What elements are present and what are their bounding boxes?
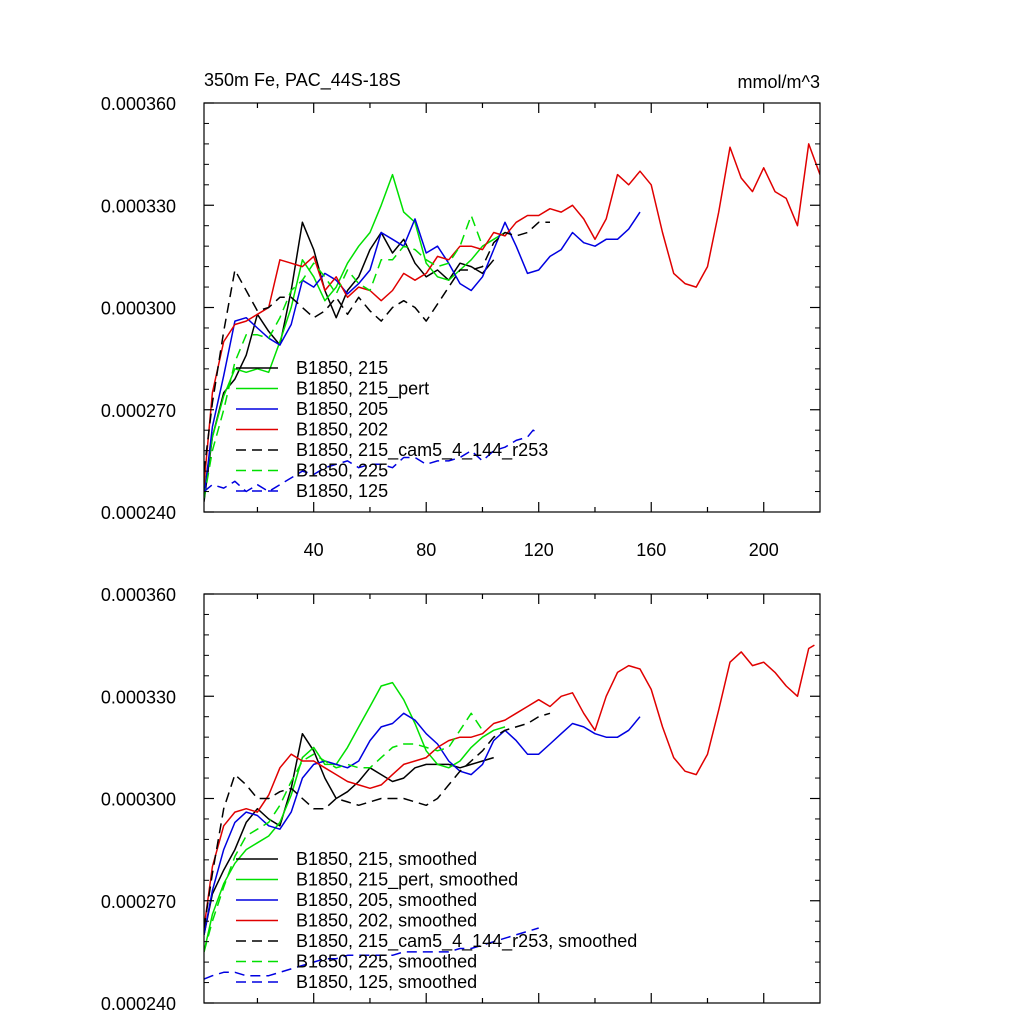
y-tick-label: 0.000240 [101, 503, 176, 523]
y-tick-label: 0.000330 [101, 196, 176, 216]
series-line-1 [204, 221, 495, 502]
legend-label-5: B1850, 215_cam5_4_144_r253, smoothed [296, 931, 637, 952]
series-line-2 [204, 681, 506, 953]
x-tick-label: 200 [749, 540, 779, 560]
legend-label-4: B1850, 202, smoothed [296, 911, 477, 931]
legend-label-7: B1850, 125, smoothed [296, 972, 477, 992]
y-tick-label: 0.000360 [101, 94, 176, 114]
y-tick-label: 0.000300 [101, 790, 176, 810]
x-tick-label: 160 [636, 540, 666, 560]
legend-label-5: B1850, 215_cam5_4_144_r253 [296, 440, 548, 461]
legend-label-3: B1850, 205, smoothed [296, 890, 477, 910]
units-label: mmol/m^3 [738, 72, 820, 92]
legend-label-2: B1850, 215_pert [296, 379, 429, 400]
series-line-1 [204, 732, 494, 935]
legend-label-7: B1850, 125 [296, 481, 388, 501]
y-tick-label: 0.000330 [101, 687, 176, 707]
legend-label-6: B1850, 225, smoothed [296, 952, 477, 972]
y-tick-label: 0.000300 [101, 299, 176, 319]
series-line-4 [204, 143, 820, 485]
y-tick-label: 0.000270 [101, 401, 176, 421]
series-group [204, 644, 815, 980]
series-line-6 [204, 712, 484, 953]
y-tick-label: 0.000360 [101, 585, 176, 605]
series-group [204, 143, 820, 502]
x-tick-label: 120 [524, 540, 554, 560]
y-tick-label: 0.000270 [101, 892, 176, 912]
series-line-5 [204, 712, 551, 929]
legend-label-6: B1850, 225 [296, 461, 388, 481]
series-line-3 [204, 211, 641, 499]
legend-label-2: B1850, 215_pert, smoothed [296, 870, 518, 891]
series-line-7 [204, 429, 540, 493]
series-line-3 [204, 712, 641, 935]
x-tick-label: 80 [416, 540, 436, 560]
series-line-2 [204, 173, 506, 492]
series-line-4 [204, 644, 815, 929]
legend-label-3: B1850, 205 [296, 399, 388, 419]
legend-label-4: B1850, 202 [296, 420, 388, 440]
legend-label-1: B1850, 215 [296, 358, 388, 378]
y-tick-label: 0.000240 [101, 994, 176, 1014]
legend-label-1: B1850, 215, smoothed [296, 849, 477, 869]
x-tick-label: 40 [304, 540, 324, 560]
chart-title: 350m Fe, PAC_44S-18S [204, 70, 401, 91]
series-line-7 [204, 927, 539, 980]
